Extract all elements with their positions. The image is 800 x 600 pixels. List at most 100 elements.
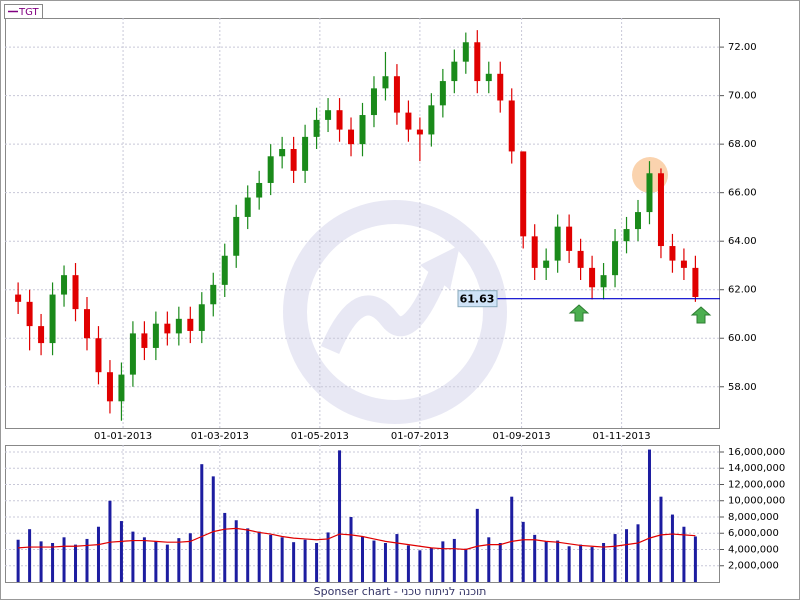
arrow-up <box>568 304 590 322</box>
volume-bar <box>602 542 606 582</box>
volume-bar <box>533 534 537 582</box>
candle-body <box>267 156 274 183</box>
y-tick-label: 6,000,000 <box>728 528 779 539</box>
candle-body <box>313 119 320 137</box>
candle-body <box>669 246 676 261</box>
candle-body <box>451 61 458 82</box>
y-tick-label: 72.00 <box>728 42 757 53</box>
candle-body <box>95 338 102 373</box>
candle-body <box>497 73 504 101</box>
volume-bar <box>452 538 456 582</box>
support-label-box <box>457 290 498 308</box>
volume-bar <box>131 531 135 582</box>
candle-body <box>462 42 469 62</box>
candle-body <box>72 275 79 310</box>
candle-body <box>302 136 309 171</box>
volume-bar <box>108 500 112 582</box>
volume-bar <box>636 524 640 582</box>
candle-body <box>221 255 228 285</box>
volume-bar <box>498 542 502 582</box>
volume-bar <box>487 537 491 582</box>
y-tick-label: 60.00 <box>728 333 757 344</box>
volume-bar <box>119 521 123 582</box>
y-tick-label: 70.00 <box>728 91 757 102</box>
candle-body <box>15 294 22 302</box>
candle-body <box>336 110 343 130</box>
x-tick-label: 01-09-2013 <box>493 431 551 442</box>
volume-bar <box>429 547 433 582</box>
volume-bar <box>200 464 204 582</box>
candle-body <box>600 275 607 288</box>
volume-bar <box>269 534 273 582</box>
legend-label: TGT <box>18 7 40 18</box>
candle-body <box>554 226 561 261</box>
volume-bar <box>395 534 399 582</box>
volume-bar <box>292 542 296 582</box>
volume-bar <box>647 449 651 582</box>
candle-body <box>129 333 136 375</box>
x-tick-label: 01-03-2013 <box>191 431 249 442</box>
volume-bar <box>475 508 479 582</box>
volume-bar <box>406 545 410 582</box>
x-tick-label: 01-11-2013 <box>593 431 651 442</box>
volume-bar <box>326 532 330 582</box>
candle-body <box>325 110 332 120</box>
candle-body <box>623 229 630 242</box>
volume-bar <box>418 550 422 582</box>
y-tick-label: 66.00 <box>728 188 757 199</box>
candle-body <box>279 149 286 157</box>
y-tick-label: 12,000,000 <box>728 479 785 490</box>
volume-bar <box>280 537 284 582</box>
volume-bar <box>372 540 376 582</box>
candle-body <box>348 129 355 145</box>
y-tick-label: 58.00 <box>728 382 757 393</box>
candle-body <box>543 260 550 268</box>
volume-bar <box>383 542 387 582</box>
volume-bar <box>464 548 468 582</box>
x-tick-label: 01-05-2013 <box>291 431 349 442</box>
candle-body <box>612 241 619 276</box>
volume-bar <box>579 544 583 582</box>
candle-body <box>370 88 377 116</box>
candle-body <box>416 129 423 135</box>
volume-bar <box>338 450 342 582</box>
volume-bar <box>165 544 169 582</box>
y-tick-label: 62.00 <box>728 285 757 296</box>
footer: Sponser chart - תוכנה לניתוח טכני <box>314 585 487 598</box>
volume-bar <box>510 496 514 582</box>
candle-body <box>198 304 205 331</box>
legend <box>4 4 43 19</box>
candle-body <box>290 149 297 171</box>
candle-body <box>38 326 45 344</box>
support-label: 61.63 <box>460 293 495 306</box>
watermark <box>283 200 507 424</box>
volume-bar <box>177 538 181 582</box>
volume-bar <box>223 512 227 582</box>
volume-bar <box>303 539 307 582</box>
candle-body <box>485 73 492 82</box>
candle-body <box>508 100 515 152</box>
volume-bar <box>62 537 66 582</box>
volume-bar <box>625 529 629 582</box>
candle-body <box>106 372 113 402</box>
volume-bar <box>154 541 158 582</box>
y-tick-label: 2,000,000 <box>728 561 779 572</box>
volume-bar <box>441 541 445 582</box>
volume-bar <box>590 547 594 582</box>
volume-bar <box>693 536 697 582</box>
volume-ma-line <box>18 527 696 551</box>
volume-bar <box>142 537 146 582</box>
candle-body <box>233 216 240 256</box>
volume-bar <box>682 526 686 582</box>
candle-body <box>692 267 699 297</box>
candle-body <box>393 76 400 113</box>
volume-bar <box>16 539 20 582</box>
y-tick-label: 8,000,000 <box>728 512 779 523</box>
y-tick-label: 16,000,000 <box>728 447 785 458</box>
x-tick-label: 01-01-2013 <box>94 431 152 442</box>
candle-body <box>589 267 596 288</box>
arrow-up <box>690 306 712 324</box>
volume-bar <box>361 536 364 582</box>
candle-body <box>83 309 90 339</box>
candle-body <box>474 42 481 82</box>
